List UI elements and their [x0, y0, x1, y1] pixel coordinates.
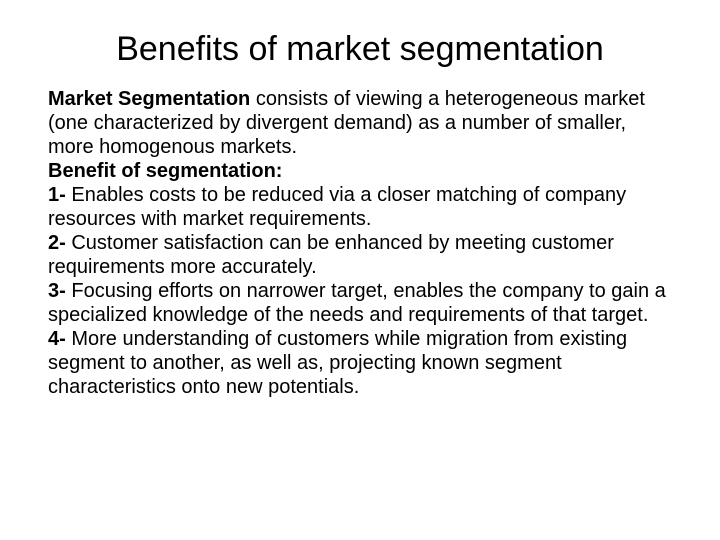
- slide-title: Benefits of market segmentation: [48, 30, 672, 69]
- list-item: 2- Customer satisfaction can be enhanced…: [48, 231, 672, 279]
- item-text: Customer satisfaction can be enhanced by…: [48, 232, 614, 278]
- item-text: Focusing efforts on narrower target, ena…: [48, 280, 666, 326]
- item-text: Enables costs to be reduced via a closer…: [48, 184, 626, 230]
- item-number: 1-: [48, 184, 66, 206]
- intro-lead: Market Segmentation: [48, 88, 250, 110]
- subheading: Benefit of segmentation:: [48, 159, 672, 183]
- list-item: 1- Enables costs to be reduced via a clo…: [48, 183, 672, 231]
- item-number: 2-: [48, 232, 66, 254]
- intro-paragraph: Market Segmentation consists of viewing …: [48, 87, 672, 159]
- item-number: 4-: [48, 328, 66, 350]
- slide-content: Market Segmentation consists of viewing …: [48, 87, 672, 399]
- list-item: 4- More understanding of customers while…: [48, 327, 672, 399]
- item-text: More understanding of customers while mi…: [48, 328, 627, 398]
- item-number: 3-: [48, 280, 66, 302]
- list-item: 3- Focusing efforts on narrower target, …: [48, 279, 672, 327]
